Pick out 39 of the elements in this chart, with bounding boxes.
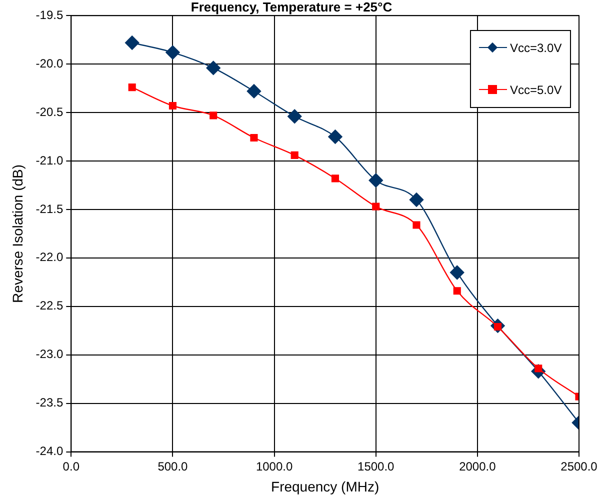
point — [124, 36, 140, 50]
point — [453, 287, 461, 295]
y-tick-label: -20.5 — [36, 104, 64, 119]
x-tick-label: 0.0 — [62, 459, 80, 474]
x-tick-label: 1500.0 — [358, 459, 395, 474]
legend-label: Vcc=3.0V — [510, 40, 562, 55]
y-tick-label: -22.5 — [36, 298, 64, 313]
x-tick-label: 2500.0 — [560, 459, 598, 474]
x-tick-label: 2000.0 — [459, 459, 496, 474]
point — [290, 151, 298, 159]
point — [288, 109, 302, 124]
point — [412, 221, 420, 229]
y-tick-label: -23.0 — [36, 347, 64, 362]
y-tick-label: -21.5 — [36, 202, 64, 216]
point — [368, 173, 383, 188]
x-axis-title: Frequency (MHz) — [271, 478, 380, 494]
point — [246, 84, 262, 98]
x-tick-label: 500.0 — [158, 459, 188, 474]
point — [331, 174, 340, 182]
point — [450, 265, 464, 280]
y-tick-label: -21.0 — [36, 153, 64, 168]
chart-title: Frequency, Temperature = +25°C — [190, 0, 393, 14]
point — [328, 130, 342, 144]
x-tick-label: 1000.0 — [256, 459, 293, 474]
y-tick-label: -24.0 — [36, 444, 64, 458]
point — [210, 112, 218, 120]
point — [128, 84, 136, 92]
legend-label: Vcc=5.0V — [510, 82, 562, 97]
y-tick-label: -19.5 — [36, 8, 64, 22]
y-tick-label: -22.0 — [36, 250, 64, 264]
point — [206, 60, 220, 76]
point — [409, 192, 424, 207]
point — [250, 134, 258, 142]
y-tick-label: -23.5 — [36, 396, 64, 410]
y-axis-title: Reverse Isolation (dB) — [9, 164, 26, 303]
point — [166, 45, 180, 60]
y-tick-label: -20.0 — [36, 56, 64, 70]
point — [168, 102, 177, 110]
point — [372, 202, 380, 210]
